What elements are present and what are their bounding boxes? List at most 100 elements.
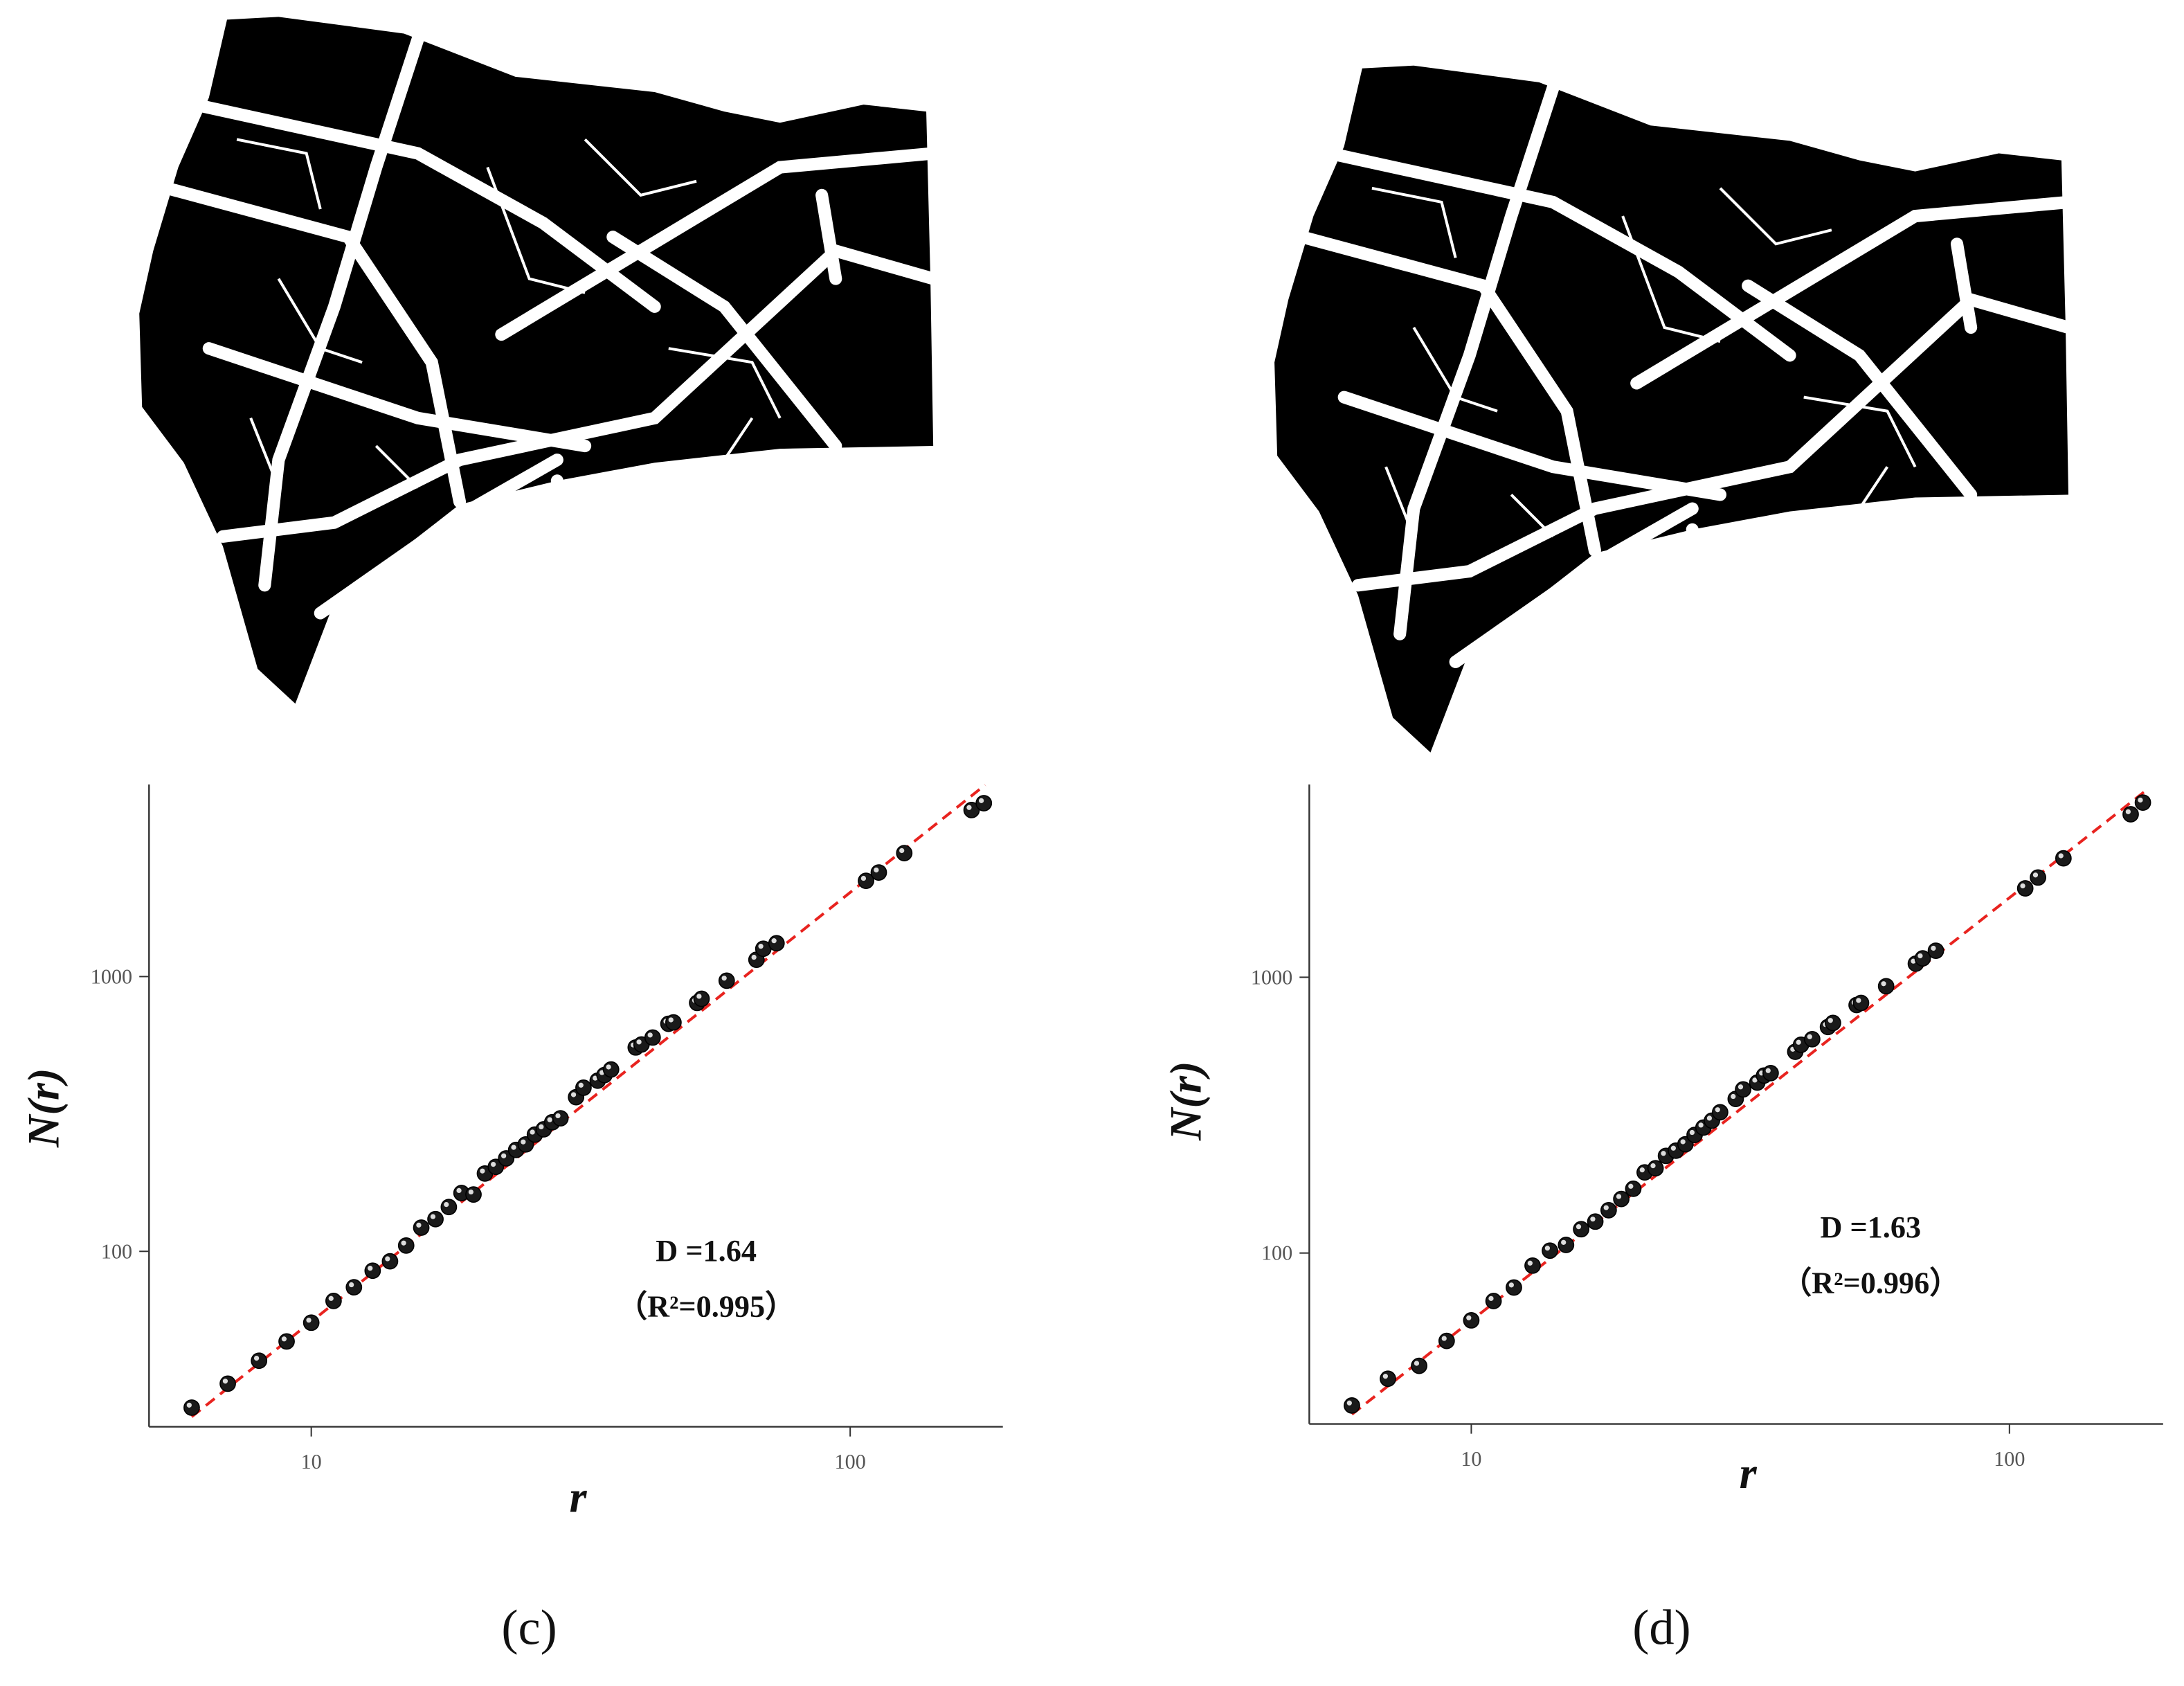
point-highlight <box>1639 1167 1645 1173</box>
point-body <box>552 1110 569 1127</box>
data-point <box>453 1185 470 1201</box>
y-axis-label: N(r) <box>19 1068 69 1148</box>
annotation: D =1.63 <box>1820 1210 1921 1244</box>
point-body <box>427 1210 444 1228</box>
point-body <box>975 795 993 811</box>
point-body <box>219 1375 236 1392</box>
map-image <box>1274 66 2068 753</box>
point-highlight <box>416 1222 422 1228</box>
point-highlight <box>1603 1205 1609 1210</box>
point-body <box>465 1186 482 1203</box>
y-tick-label: 1000 <box>91 965 132 988</box>
point-highlight <box>368 1266 373 1271</box>
data-point <box>1852 994 1870 1012</box>
point-body <box>303 1314 320 1331</box>
point-highlight <box>530 1129 535 1135</box>
data-point <box>465 1186 482 1203</box>
point-highlight <box>1698 1122 1704 1128</box>
point-body <box>1438 1332 1455 1349</box>
point-body <box>1344 1397 1360 1414</box>
point-body <box>1877 978 1895 995</box>
point-highlight <box>1827 1018 1833 1023</box>
data-point <box>2134 794 2151 811</box>
data-point <box>602 1061 620 1078</box>
point-highlight <box>1706 1115 1713 1121</box>
data-point <box>1712 1104 1729 1121</box>
point-body <box>1587 1213 1604 1230</box>
data-point <box>1600 1201 1617 1219</box>
data-point <box>2016 880 2034 897</box>
point-highlight <box>1738 1084 1744 1090</box>
data-point <box>1380 1370 1396 1388</box>
point-highlight <box>1715 1107 1720 1113</box>
point-body <box>1485 1293 1502 1309</box>
data-point <box>1804 1031 1821 1048</box>
point-highlight <box>668 1017 674 1023</box>
point-body <box>1762 1065 1779 1082</box>
point-highlight <box>1689 1129 1695 1136</box>
data-point <box>1735 1081 1751 1098</box>
point-highlight <box>1881 981 1886 987</box>
point-body <box>693 990 710 1007</box>
point-highlight <box>1796 1039 1801 1045</box>
point-highlight <box>647 1032 653 1038</box>
annotation: （R²=0.996） <box>1781 1266 1960 1300</box>
y-axis-label: N(r) <box>1161 1061 1210 1141</box>
data-point <box>1506 1279 1522 1296</box>
point-highlight <box>1441 1336 1447 1341</box>
point-highlight <box>547 1117 552 1122</box>
point-highlight <box>253 1355 260 1361</box>
point-highlight <box>521 1139 526 1145</box>
point-highlight <box>1561 1239 1567 1245</box>
point-highlight <box>1466 1315 1472 1320</box>
data-point <box>665 1014 682 1031</box>
point-body <box>364 1262 381 1280</box>
point-highlight <box>696 994 702 999</box>
point-body <box>768 935 785 952</box>
data-point <box>858 872 874 890</box>
data-point <box>1558 1237 1575 1253</box>
data-point <box>1647 1160 1664 1177</box>
point-highlight <box>1346 1400 1352 1406</box>
point-body <box>1825 1014 1841 1032</box>
point-body <box>397 1237 415 1254</box>
point-highlight <box>1931 945 1936 951</box>
point-highlight <box>860 875 867 881</box>
point-body <box>1852 994 1870 1012</box>
point-highlight <box>2125 809 2131 814</box>
point-body <box>870 864 887 881</box>
point-highlight <box>578 1082 584 1088</box>
point-highlight <box>456 1187 462 1194</box>
data-point <box>1542 1242 1558 1259</box>
point-highlight <box>1414 1361 1420 1366</box>
data-point <box>1438 1332 1455 1349</box>
point-highlight <box>468 1189 474 1195</box>
point-highlight <box>2058 853 2064 859</box>
point-highlight <box>593 1075 598 1081</box>
point-highlight <box>966 805 972 810</box>
x-axis-label: r <box>1740 1449 1758 1498</box>
point-body <box>1463 1312 1480 1329</box>
x-tick-label: 100 <box>1994 1447 2025 1471</box>
point-body <box>1804 1031 1821 1048</box>
point-body <box>1380 1370 1396 1388</box>
annotation: （R²=0.995） <box>617 1290 796 1324</box>
point-highlight <box>1628 1183 1634 1189</box>
fit-line <box>1351 791 2145 1416</box>
data-point <box>397 1237 415 1254</box>
point-body <box>2134 794 2151 811</box>
data-point <box>325 1293 342 1309</box>
point-highlight <box>771 938 777 944</box>
point-highlight <box>501 1153 507 1158</box>
point-body <box>2122 806 2139 823</box>
point-body <box>1712 1104 1729 1121</box>
data-point <box>552 1110 569 1127</box>
data-point <box>1573 1221 1589 1238</box>
data-point <box>1625 1181 1642 1197</box>
point-highlight <box>539 1124 544 1130</box>
point-body <box>1506 1279 1522 1296</box>
map-image <box>139 17 933 703</box>
y-tick-label: 100 <box>101 1239 132 1263</box>
